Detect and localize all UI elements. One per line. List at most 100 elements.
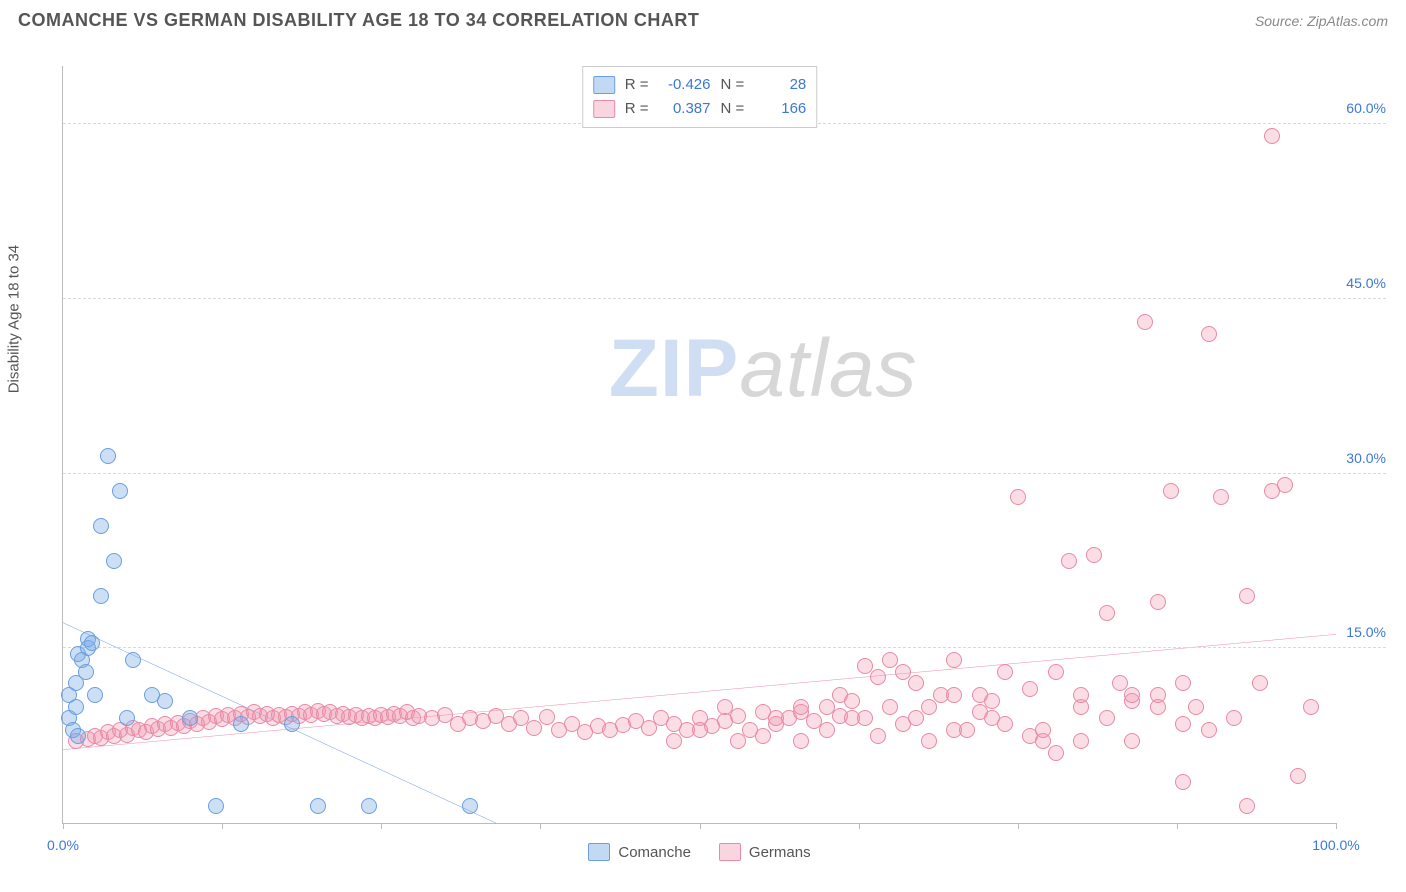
r-value-a: -0.426 [659,73,711,97]
gridline [63,298,1386,299]
swatch-comanche-icon [593,76,615,94]
y-tick-label: 60.0% [1340,100,1386,116]
scatter-point [1226,710,1242,726]
scatter-point [84,635,100,651]
legend-item-germans: Germans [719,843,811,861]
scatter-point [1277,477,1293,493]
scatter-point [1124,687,1140,703]
stats-row-b: R = 0.387 N = 166 [593,97,807,121]
scatter-point [793,733,809,749]
scatter-point [233,716,249,732]
scatter-point [310,798,326,814]
scatter-point [908,675,924,691]
scatter-point [1086,547,1102,563]
scatter-point [462,798,478,814]
scatter-point [921,733,937,749]
scatter-point [106,553,122,569]
x-tick-mark [381,823,382,829]
x-tick-mark [222,823,223,829]
scatter-point [100,448,116,464]
r-value-b: 0.387 [659,97,711,121]
scatter-point [1073,687,1089,703]
scatter-point [730,733,746,749]
scatter-point [361,798,377,814]
x-tick-mark [700,823,701,829]
chart-container: Disability Age 18 to 34 R = -0.426 N = 2… [18,46,1388,872]
y-axis-label: Disability Age 18 to 34 [6,245,23,393]
scatter-point [1188,699,1204,715]
scatter-point [1022,681,1038,697]
n-label: N = [721,97,745,121]
scatter-point [1175,774,1191,790]
scatter-point [93,588,109,604]
scatter-point [972,687,988,703]
scatter-point [1061,553,1077,569]
scatter-point [1099,710,1115,726]
scatter-point [666,733,682,749]
watermark-zip: ZIP [609,323,740,414]
scatter-point [984,710,1000,726]
scatter-point [857,710,873,726]
scatter-point [946,652,962,668]
x-tick-mark [540,823,541,829]
y-tick-label: 30.0% [1340,450,1386,466]
scatter-point [870,728,886,744]
r-label: R = [625,73,649,97]
scatter-point [1252,675,1268,691]
legend-label-b: Germans [749,844,811,861]
n-label: N = [721,73,745,97]
scatter-point [284,716,300,732]
scatter-point [119,710,135,726]
scatter-point [1290,768,1306,784]
scatter-point [895,716,911,732]
scatter-point [1048,664,1064,680]
swatch-germans-icon [593,100,615,118]
scatter-point [1150,594,1166,610]
scatter-point [1048,745,1064,761]
r-label: R = [625,97,649,121]
scatter-point [70,728,86,744]
chart-title: COMANCHE VS GERMAN DISABILITY AGE 18 TO … [18,10,699,31]
scatter-point [870,669,886,685]
scatter-point [68,699,84,715]
scatter-point [125,652,141,668]
scatter-point [692,722,708,738]
scatter-point [1010,489,1026,505]
scatter-point [112,483,128,499]
scatter-point [755,728,771,744]
n-value-b: 166 [754,97,806,121]
scatter-point [93,518,109,534]
scatter-point [730,708,746,724]
n-value-a: 28 [754,73,806,97]
x-tick-mark [1336,823,1337,829]
swatch-germans-icon [719,843,741,861]
plot-area: R = -0.426 N = 28 R = 0.387 N = 166 ZIPa… [62,66,1336,824]
scatter-point [1175,716,1191,732]
y-tick-label: 15.0% [1340,624,1386,640]
scatter-point [87,687,103,703]
x-tick-label: 0.0% [47,837,79,853]
gridline [63,647,1386,648]
scatter-point [946,722,962,738]
legend-label-a: Comanche [618,844,691,861]
legend-item-comanche: Comanche [588,843,691,861]
watermark: ZIPatlas [609,322,918,416]
scatter-point [1239,588,1255,604]
scatter-point [819,722,835,738]
watermark-atlas: atlas [739,323,917,414]
scatter-point [1124,733,1140,749]
scatter-point [1150,699,1166,715]
scatter-point [1073,733,1089,749]
gridline [63,473,1386,474]
x-tick-mark [63,823,64,829]
x-tick-label: 100.0% [1312,837,1359,853]
scatter-point [539,709,555,725]
scatter-point [921,699,937,715]
scatter-point [768,710,784,726]
x-tick-mark [1177,823,1178,829]
scatter-point [832,687,848,703]
scatter-point [182,710,198,726]
scatter-point [1213,489,1229,505]
bottom-legend: Comanche Germans [63,843,1336,861]
source-attribution: Source: ZipAtlas.com [1255,13,1388,29]
